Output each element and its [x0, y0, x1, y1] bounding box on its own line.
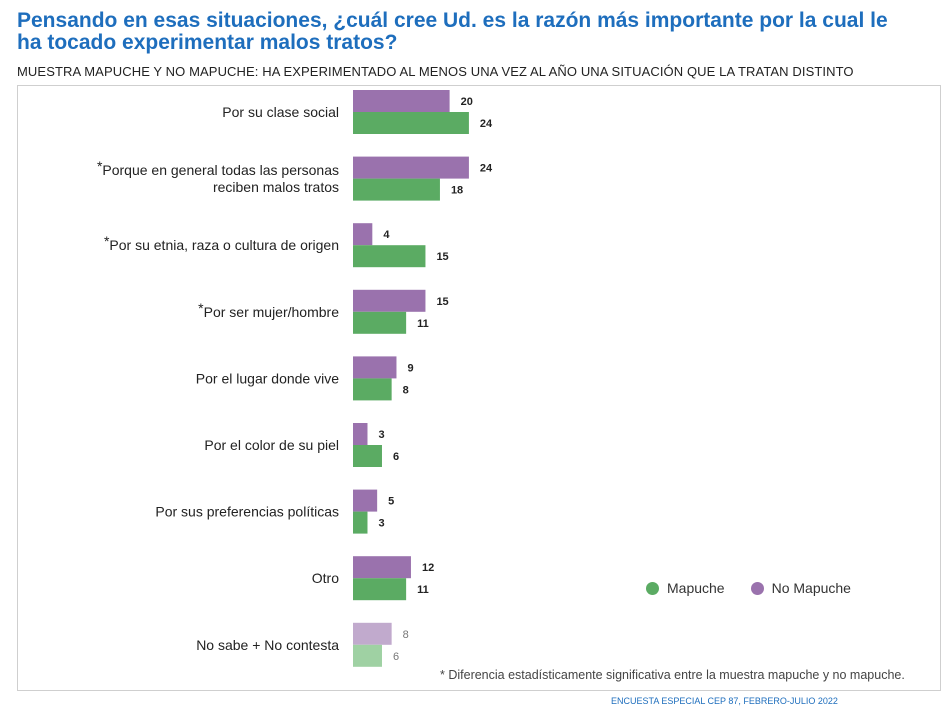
value-label-mapuche-cat-5: 6: [393, 451, 399, 463]
significance-marker: *: [104, 233, 110, 249]
legend-label-mapuche: Mapuche: [667, 580, 725, 596]
bar-mapuche-cat-6: [353, 511, 368, 534]
bar-no-mapuche-cat-3: [353, 289, 426, 312]
category-label-cat-1-line1: reciben malos tratos: [213, 179, 339, 195]
bar-no-mapuche-cat-5: [353, 423, 368, 445]
category-label-cat-1-line0: *Porque en general todas las personas: [97, 158, 339, 178]
value-label-mapuche-cat-1: 18: [451, 185, 463, 197]
bar-no-mapuche-cat-7: [353, 556, 411, 579]
category-label-cat-4: Por el lugar donde vive: [196, 370, 339, 386]
legend-swatch-mapuche: [646, 581, 659, 595]
bar-mapuche-cat-4: [353, 378, 392, 401]
category-label-cat-8: No sabe + No contesta: [196, 637, 339, 653]
bar-mapuche-cat-5: [353, 445, 382, 467]
value-label-no-mapuche-cat-8: 8: [403, 629, 409, 641]
footnote: * Diferencia estadísticamente significat…: [440, 668, 905, 682]
bar-mapuche-cat-7: [353, 578, 407, 601]
value-label-no-mapuche-cat-5: 3: [378, 429, 384, 441]
legend-label-no-mapuche: No Mapuche: [771, 580, 851, 596]
value-label-mapuche-cat-8: 6: [393, 651, 399, 663]
value-label-no-mapuche-cat-2: 4: [383, 229, 390, 241]
significance-marker: *: [198, 300, 204, 316]
value-label-mapuche-cat-3: 11: [417, 318, 429, 330]
category-label-cat-6: Por sus preferencias políticas: [155, 504, 339, 520]
bar-no-mapuche-cat-4: [353, 356, 397, 379]
chart-subtitle: MUESTRA MAPUCHE Y NO MAPUCHE: HA EXPERIM…: [17, 64, 854, 79]
bar-no-mapuche-cat-8: [353, 622, 392, 645]
chart-title: Pensando en esas situaciones, ¿cuál cree…: [17, 9, 888, 54]
value-label-no-mapuche-cat-7: 12: [422, 562, 434, 574]
value-label-mapuche-cat-2: 15: [436, 251, 448, 263]
source-note: ENCUESTA ESPECIAL CEP 87, FEBRERO-JULIO …: [611, 696, 838, 706]
value-label-no-mapuche-cat-0: 20: [461, 96, 473, 108]
bar-no-mapuche-cat-0: [353, 90, 450, 112]
category-label-cat-3: *Por ser mujer/hombre: [198, 300, 339, 320]
category-label-cat-0: Por su clase social: [222, 104, 339, 120]
bar-mapuche-cat-2: [353, 245, 426, 268]
category-label-cat-2: *Por su etnia, raza o cultura de origen: [104, 233, 339, 253]
legend-item-no-mapuche: No Mapuche: [750, 580, 851, 596]
bar-no-mapuche-cat-1: [353, 156, 469, 179]
category-label-cat-7: Otro: [312, 570, 339, 586]
legend-item-mapuche: Mapuche: [646, 580, 725, 596]
value-label-mapuche-cat-0: 24: [480, 118, 493, 130]
legend: Mapuche No Mapuche: [646, 580, 851, 596]
value-label-no-mapuche-cat-6: 5: [388, 496, 394, 508]
value-label-mapuche-cat-6: 3: [378, 518, 384, 530]
plot-frame: [17, 85, 941, 691]
value-label-no-mapuche-cat-3: 15: [436, 296, 448, 308]
value-label-mapuche-cat-7: 11: [417, 584, 429, 596]
bar-mapuche-cat-3: [353, 311, 407, 334]
significance-marker: *: [97, 158, 103, 174]
category-label-cat-5: Por el color de su piel: [204, 437, 339, 453]
value-label-no-mapuche-cat-4: 9: [407, 362, 413, 374]
bar-mapuche-cat-0: [353, 112, 469, 134]
legend-swatch-no-mapuche: [750, 581, 764, 595]
value-label-no-mapuche-cat-1: 24: [480, 163, 493, 175]
value-label-mapuche-cat-4: 8: [403, 384, 409, 396]
bar-no-mapuche-cat-6: [353, 489, 378, 512]
bar-mapuche-cat-1: [353, 178, 440, 201]
bar-mapuche-cat-8: [353, 644, 382, 667]
bar-no-mapuche-cat-2: [353, 223, 373, 246]
